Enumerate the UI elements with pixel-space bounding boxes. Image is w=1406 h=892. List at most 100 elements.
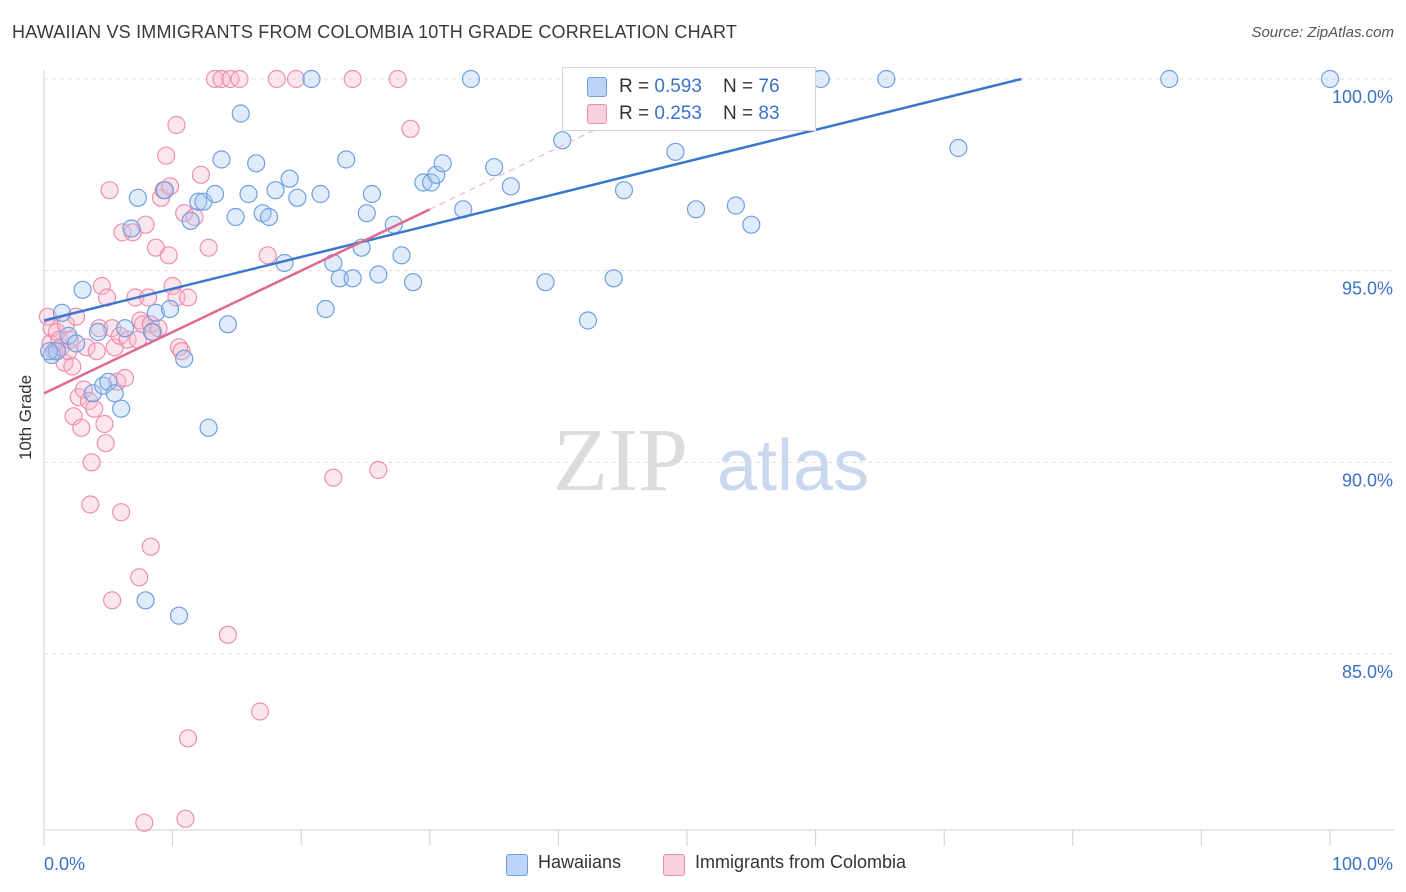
y-tick-label: 100.0% [1332,87,1393,107]
colombia-point [96,434,115,453]
hawaiian-point [259,207,279,227]
hawaiian-point [146,303,165,322]
hawaiian-point [427,165,446,184]
x-tick-label: 0.0% [44,854,85,874]
hawaiian-point [553,131,572,150]
hawaiian-point [316,299,335,319]
hawaiian-point [169,606,189,625]
colombia-point [113,223,132,242]
tick-labels: 85.0% 90.0% 95.0% 100.0% 0.0% 100.0% [44,87,1393,874]
bottom-legend-swatch-colombia [663,854,685,876]
colombia-point [401,119,420,138]
stats-legend: R = 0.593 N = 76 R = 0.253 N = 83 [562,67,816,131]
hawaiian-point [742,215,761,234]
colombia-point [63,357,82,376]
legend-n-value: 83 [758,103,780,124]
colombia-point [178,288,198,307]
hawaiian-point [175,349,194,368]
hawaiian-point [501,177,520,196]
grid-lines [44,78,1394,655]
hawaiian-point [73,280,92,299]
y-tick-label: 90.0% [1342,470,1393,490]
legend-r-label: R = [619,103,655,124]
colombia-point [95,414,114,434]
legend-r-value: 0.593 [654,76,702,97]
colombia-point [103,319,122,338]
bottom-legend-swatch-hawaiians [506,854,528,876]
colombia-trend-extension [429,128,598,210]
colombia-point [118,330,137,349]
hawaiian-point [136,591,155,610]
colombia-point [343,69,362,89]
colombia-point [369,460,388,480]
hawaiian-point [59,326,78,345]
colombia-point [250,702,270,721]
hawaiian-point [369,265,388,284]
hawaiian-point [155,181,174,200]
legend-swatch-hawaiians [587,77,607,97]
hawaiian-point [128,188,147,207]
hawaiian-point [47,342,66,361]
watermark: ZIP atlas [553,411,869,510]
colombia-point [92,276,111,296]
hawaiian-point [288,188,307,207]
colombia-point [159,246,178,265]
hawaiian-point [726,196,745,215]
colombia-point [103,591,122,610]
hawaiian-point [266,181,285,200]
y-tick-label: 85.0% [1342,662,1393,682]
colombia-point [72,418,91,437]
y-tick-label: 95.0% [1342,279,1393,299]
hawaiian-point [433,154,452,173]
hawaiian-point [343,269,362,288]
hawaiian-point [877,69,896,89]
hawaiian-point [302,69,321,89]
colombia-point [100,181,119,200]
colombia-point [130,568,149,587]
hawaiian-point [189,192,208,211]
colombia-point [258,246,277,265]
hawaiian-point [105,384,124,403]
bottom-legend-label-colombia: Immigrants from Colombia [695,852,907,872]
hawaiian-point [88,322,108,342]
colombia-point [167,115,186,135]
hawaiian-point [218,315,237,334]
hawaiian-point [403,273,423,292]
legend-n-label: N = [723,103,759,124]
x-tick-label: 100.0% [1332,854,1393,874]
colombia-point [230,69,249,89]
series-colombia [38,69,420,832]
colombia-point [81,495,100,514]
watermark-zip: ZIP [553,411,688,510]
hawaiian-point [112,399,131,418]
colombia-point [112,503,131,522]
watermark-atlas: atlas [717,426,869,506]
axes [43,70,1394,846]
hawaiian-point [392,246,411,265]
legend-n-label: N = [723,76,759,97]
colombia-point [388,69,407,89]
colombia-point [87,342,106,361]
series-hawaiians [40,69,1340,625]
hawaiian-point [357,204,376,223]
legend-r-value: 0.253 [654,103,702,124]
hawaiian-point [115,319,135,338]
hawaiians-trend-line [43,77,1022,322]
colombia-point [267,69,286,89]
colombia-point [85,399,104,418]
colombia-point [324,468,343,487]
hawaiian-point [247,154,266,173]
hawaiian-point [604,269,623,288]
colombia-point [135,813,154,832]
colombia-point [74,380,93,399]
colombia-point [178,729,198,748]
hawaiian-point [239,184,258,204]
hawaiian-point [485,158,504,177]
hawaiian-point [199,418,218,437]
colombia-point [199,238,218,257]
hawaiian-point [330,269,349,288]
colombia-point [82,453,101,472]
hawaiian-point [362,184,382,204]
hawaiian-point [337,150,356,169]
